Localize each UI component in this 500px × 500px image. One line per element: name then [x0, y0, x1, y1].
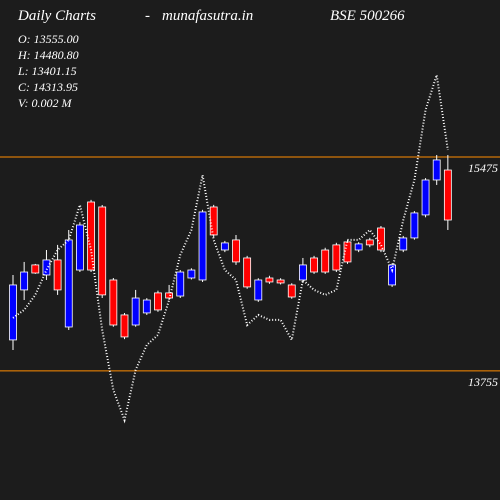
candle-body [109, 279, 118, 326]
ohlc-info: V: 0.002 M [18, 96, 73, 110]
candle-body [365, 239, 374, 246]
candle-body [410, 212, 419, 239]
candle-body [399, 237, 408, 251]
ohlc-info: O: 13555.00 [18, 32, 79, 46]
candle-body [332, 244, 341, 271]
candle-body [20, 271, 29, 291]
ohlc-info: L: 13401.15 [17, 64, 77, 78]
candle-body [76, 224, 84, 271]
candle-body [232, 239, 240, 263]
candle-body [154, 292, 162, 311]
candle-body [131, 297, 140, 326]
symbol: BSE 500266 [330, 8, 405, 24]
y-tick-label: 13755 [468, 375, 498, 389]
candle-body [120, 314, 129, 338]
candle-body [209, 206, 218, 236]
candle-body [298, 264, 307, 281]
y-tick-label: 15475 [468, 161, 498, 175]
ohlc-info: H: 14480.80 [17, 48, 79, 62]
candle-body [243, 257, 252, 288]
candle-body [187, 269, 196, 279]
candle-body [64, 239, 73, 328]
separator: - [145, 8, 150, 24]
candle-body [53, 259, 62, 291]
candle-body [265, 277, 274, 283]
average-line [12, 74, 449, 424]
site: munafasutra.in [162, 8, 253, 24]
candle-body [421, 179, 430, 216]
candle-body [87, 201, 95, 271]
ohlc-info: C: 14313.95 [18, 80, 78, 94]
candle-body [276, 279, 285, 284]
candle-body [98, 206, 107, 296]
candle-body [354, 243, 363, 251]
candle-body [287, 284, 296, 298]
candle-body [321, 249, 330, 273]
candle-body [42, 259, 51, 276]
candle-body [220, 242, 229, 251]
candle-body [198, 211, 207, 281]
candle-body [310, 257, 318, 273]
candle-body [31, 264, 40, 274]
candle-body [388, 264, 397, 286]
candle-body [432, 159, 441, 181]
candle-body [254, 279, 263, 301]
chart-title: Daily Charts [17, 8, 96, 24]
candle-body [343, 241, 352, 263]
candle-body [165, 292, 174, 299]
candle-body [142, 299, 151, 314]
candle-body [377, 227, 385, 251]
candle-body [176, 271, 185, 297]
candle-body [443, 169, 452, 221]
candle-body [9, 284, 17, 341]
